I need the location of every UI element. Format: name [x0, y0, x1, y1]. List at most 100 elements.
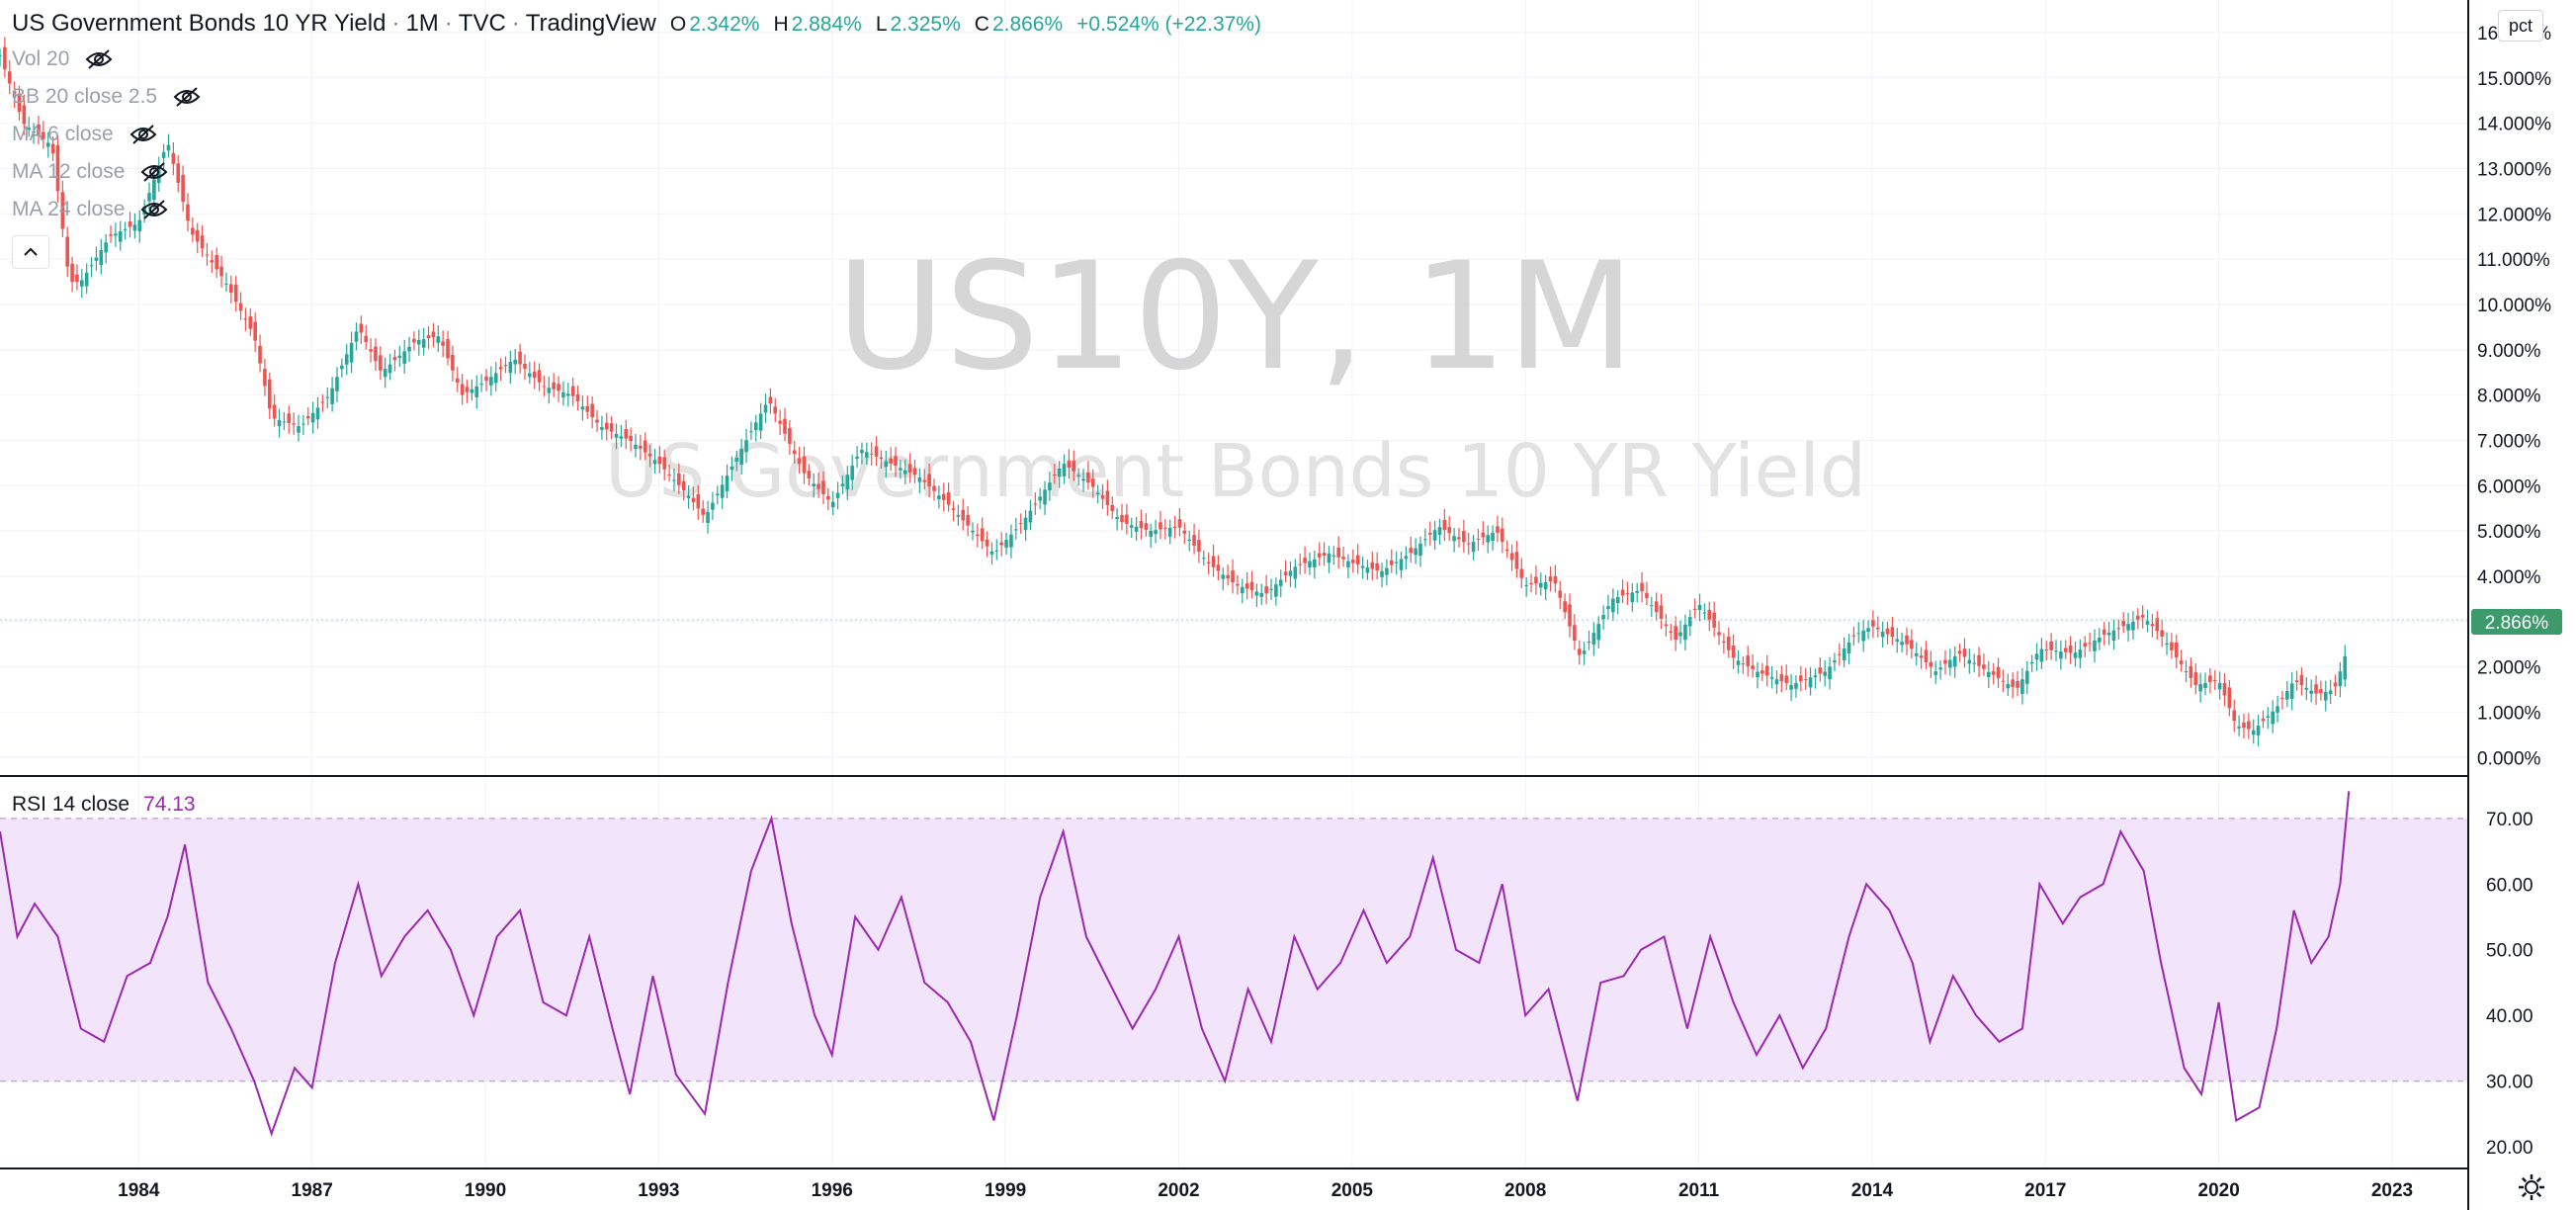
candle-body — [1717, 632, 1721, 636]
indicator-vol[interactable]: Vol 20 — [12, 47, 113, 71]
candle-body — [1254, 591, 1259, 596]
candle-body — [1105, 490, 1110, 505]
candle-body — [734, 457, 739, 462]
rsi-legend[interactable]: RSI 14 close 74.13 — [12, 793, 196, 817]
candle-body — [2232, 710, 2237, 722]
candle-body — [359, 323, 364, 333]
candle-body — [1875, 627, 1880, 630]
candle-body — [1514, 552, 1519, 569]
candle-body — [1659, 605, 1664, 620]
candle-body — [1856, 633, 1861, 635]
eye-off-icon[interactable] — [85, 49, 113, 69]
candle-body — [7, 71, 12, 84]
candle-body — [2261, 718, 2266, 722]
candle-body — [2111, 630, 2116, 642]
candle-body — [1394, 562, 1399, 563]
candle-body — [1509, 553, 1514, 561]
symbol-title[interactable]: US Government Bonds 10 YR Yield — [12, 10, 386, 37]
candle-body — [1172, 526, 1177, 528]
candle-body — [1553, 575, 1558, 584]
indicator-label: BB 20 close 2.5 — [12, 85, 158, 108]
chevron-up-icon — [24, 247, 38, 256]
rsi-axis[interactable]: 20.00 30.00 40.00 50.00 60.00 70.00 — [2486, 810, 2533, 1159]
eye-off-icon[interactable] — [140, 200, 168, 219]
candle-body — [118, 231, 123, 242]
indicator-ma24[interactable]: MA 24 close — [12, 198, 168, 221]
candle-body — [1038, 496, 1042, 501]
candle-body — [1269, 588, 1273, 590]
indicator-ma6[interactable]: MA 6 close — [12, 123, 157, 146]
eye-off-icon[interactable] — [140, 162, 168, 182]
candle-body — [932, 485, 936, 491]
interval-label[interactable]: 1M — [405, 10, 439, 37]
candle-body — [1548, 576, 1553, 582]
collapse-legend-button[interactable] — [12, 235, 49, 269]
candle-body — [2338, 671, 2343, 687]
time-tick-label: 2011 — [1678, 1180, 1720, 1201]
candle-body — [1611, 598, 1615, 613]
candle-body — [639, 445, 643, 449]
candle-body — [1596, 624, 1601, 641]
candle-body — [518, 351, 522, 365]
candle-body — [753, 422, 758, 431]
percent-scale-button[interactable]: pct — [2498, 10, 2543, 42]
candle-body — [1274, 584, 1278, 597]
price-tick-label: 1.000% — [2477, 703, 2541, 724]
candle-body — [609, 423, 614, 432]
price-tick-label: 4.000% — [2477, 567, 2541, 588]
candle-body — [2198, 683, 2202, 692]
eye-off-icon[interactable] — [173, 87, 201, 107]
candle-body — [532, 371, 537, 379]
candle-body — [922, 479, 927, 482]
candle-body — [364, 335, 369, 343]
candle-body — [1414, 548, 1417, 556]
indicator-ma12[interactable]: MA 12 close — [12, 160, 168, 184]
candle-body — [431, 331, 436, 338]
candle-body — [1866, 628, 1870, 633]
candle-body — [2106, 632, 2111, 636]
eye-off-icon[interactable] — [129, 125, 157, 144]
candle-body — [1009, 534, 1013, 548]
price-tick-label: 0.000% — [2477, 748, 2541, 769]
candle-body — [1303, 558, 1307, 563]
candle-body — [42, 131, 45, 139]
candle-body — [2271, 711, 2275, 725]
candle-body — [1076, 475, 1080, 476]
watermark-name: US Government Bonds 10 YR Yield — [605, 429, 1866, 514]
candle-body — [344, 354, 349, 365]
candle-body — [874, 446, 879, 457]
candle-body — [860, 450, 864, 454]
indicator-bb[interactable]: BB 20 close 2.5 — [12, 85, 201, 109]
candle-body — [749, 431, 753, 433]
price-tick-label: 7.000% — [2477, 431, 2541, 452]
price-tick-label: 15.000% — [2477, 69, 2551, 90]
candle-body — [1163, 528, 1167, 530]
gear-icon[interactable] — [2517, 1172, 2546, 1202]
candle-body — [1587, 642, 1591, 644]
time-axis[interactable]: 1984 1987 1990 1993 1996 1999 2002 2005 2008 2011… — [118, 1180, 2413, 1201]
candle-body — [547, 388, 552, 393]
candle-body — [1591, 633, 1596, 646]
candle-body — [1437, 527, 1442, 536]
rsi-line — [0, 791, 2351, 1137]
candle-body — [229, 284, 233, 293]
candle-body — [2193, 672, 2198, 685]
price-axis[interactable]: 0.000%1.000%2.000%3.000%4.000%5.000%6.00… — [2477, 24, 2551, 769]
candle-body — [1336, 547, 1340, 558]
candle-body — [1846, 642, 1851, 653]
candle-body — [147, 193, 151, 202]
candle-body — [446, 338, 450, 359]
candle-body — [1731, 646, 1736, 658]
candle-body — [778, 420, 782, 424]
price-candles — [0, 37, 2348, 747]
candle-body — [907, 464, 912, 473]
candle-body — [513, 359, 518, 365]
candle-body — [1023, 517, 1028, 531]
candle-body — [1201, 558, 1206, 560]
candle-body — [941, 493, 946, 500]
price-tag-label: 2.866% — [2485, 613, 2549, 634]
rsi-tick-label: 20.00 — [2486, 1138, 2533, 1159]
candle-body — [580, 406, 585, 410]
time-tick-label: 1990 — [465, 1180, 506, 1201]
